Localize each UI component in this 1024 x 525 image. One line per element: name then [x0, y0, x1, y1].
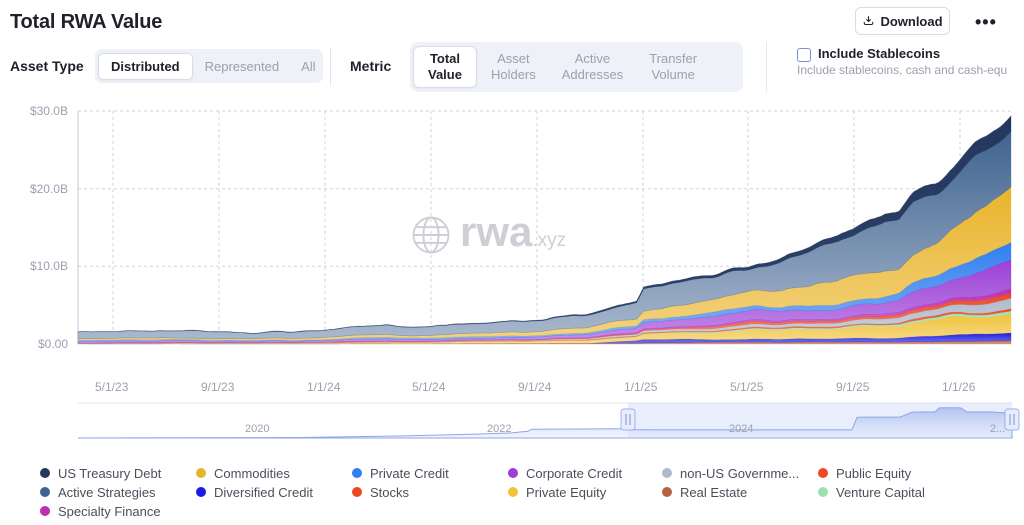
svg-text:2020: 2020: [245, 423, 269, 435]
svg-text:2...: 2...: [990, 423, 1005, 435]
svg-text:2022: 2022: [487, 423, 511, 435]
svg-text:2024: 2024: [729, 423, 753, 435]
